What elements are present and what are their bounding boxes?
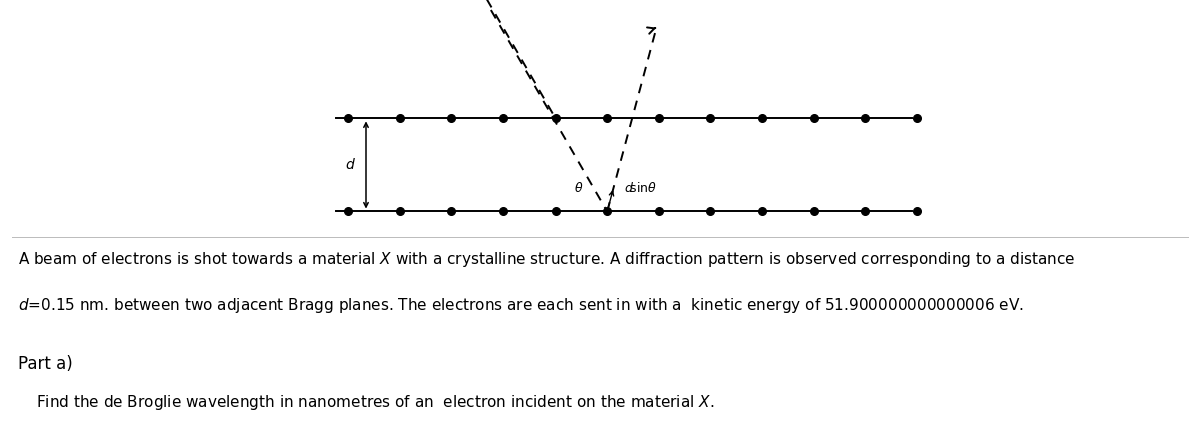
Text: $d$: $d$ (344, 157, 356, 173)
Text: $d$=0.15 nm. between two adjacent Bragg planes. The electrons are each sent in w: $d$=0.15 nm. between two adjacent Bragg … (18, 296, 1024, 315)
Text: $d\!\sin\!\theta$: $d\!\sin\!\theta$ (624, 181, 658, 195)
Text: A beam of electrons is shot towards a material $X$ with a crystalline structure.: A beam of electrons is shot towards a ma… (18, 250, 1075, 269)
Text: Find the de Broglie wavelength in nanometres of an  electron incident on the mat: Find the de Broglie wavelength in nanome… (36, 393, 714, 412)
Text: Part a): Part a) (18, 355, 73, 374)
Text: $\theta$: $\theta$ (574, 181, 583, 195)
